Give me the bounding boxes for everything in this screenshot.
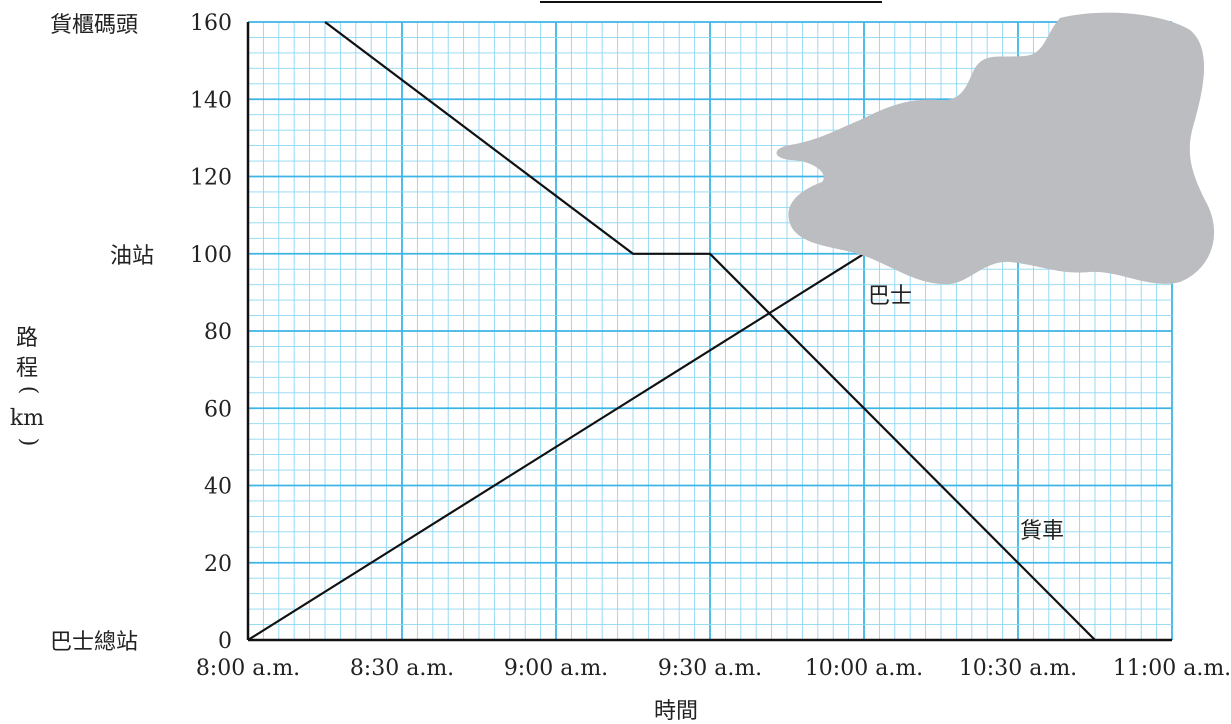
y-tick-label: 0 — [218, 629, 232, 654]
y-tick-label: 120 — [190, 166, 232, 191]
x-tick-label: 9:00 a.m. — [504, 656, 608, 681]
x-tick-label: 9:30 a.m. — [658, 656, 762, 681]
y-tick-label: 40 — [204, 475, 232, 500]
series-line-truck — [324, 21, 1096, 641]
place-label-bus-terminus: 巴士總站 — [50, 630, 138, 655]
y-tick-label: 20 — [204, 552, 232, 577]
x-axis-label: 時間 — [654, 699, 698, 724]
x-tick-label: 10:00 a.m. — [805, 656, 923, 681]
tick-labels: 8:00 a.m. 8:30 a.m. 9:00 a.m. 9:30 a.m. 10:0… — [190, 11, 1231, 681]
grey-cloud-shape — [776, 12, 1215, 285]
x-tick-label: 8:00 a.m. — [196, 656, 300, 681]
series-line-bus — [247, 252, 865, 641]
y-axis-label-char-4: km — [10, 406, 44, 431]
y-tick-label: 60 — [204, 397, 232, 422]
y-axis-label-char-3: ( — [16, 386, 41, 395]
series-label-bus: 巴士 — [868, 284, 912, 309]
axes — [246, 22, 1172, 642]
y-axis-label-char-5: ) — [16, 438, 41, 447]
x-tick-label: 8:30 a.m. — [350, 656, 454, 681]
series-lines — [247, 21, 1096, 641]
x-tick-label: 11:00 a.m. — [1113, 656, 1231, 681]
y-tick-label: 160 — [190, 11, 232, 36]
y-tick-label: 80 — [204, 320, 232, 345]
y-tick-label: 140 — [190, 88, 232, 113]
text-labels: 時間 路 程 ( km ) 貨櫃碼頭 油站 巴士總站 巴士 貨車 — [10, 13, 1064, 724]
place-label-petrol-station: 油站 — [110, 244, 154, 269]
cloud-occluder — [776, 12, 1215, 285]
y-tick-label: 100 — [190, 243, 232, 268]
y-axis-label-char-2: 程 — [16, 356, 38, 381]
place-label-container-terminal: 貨櫃碼頭 — [50, 13, 138, 38]
y-axis-label-char-1: 路 — [16, 326, 38, 351]
series-label-truck: 貨車 — [1020, 519, 1064, 544]
x-tick-label: 10:30 a.m. — [959, 656, 1077, 681]
